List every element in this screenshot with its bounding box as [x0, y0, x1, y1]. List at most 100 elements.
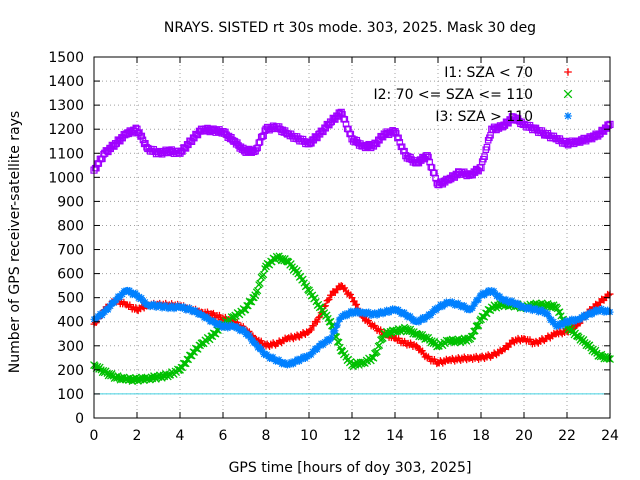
x-axis-label: GPS time [hours of doy 303, 2025]: [229, 460, 472, 476]
series-2-point: [305, 351, 313, 359]
series-2-fill-mark: [582, 314, 590, 321]
x-tick-label: 12: [343, 428, 361, 444]
series-2-fill-mark: [269, 353, 277, 361]
y-tick-label: 0: [75, 411, 84, 427]
series-2-fill-mark: [326, 337, 333, 345]
series-1-point: [154, 373, 163, 382]
series-3-point: [595, 130, 603, 138]
series-3-point: [240, 147, 249, 155]
series-2-fill-mark: [469, 305, 476, 312]
series-1-point: [455, 337, 464, 345]
series-3-point: [154, 149, 163, 157]
series-2-fill-mark: [388, 308, 395, 315]
series-2-point: [273, 356, 281, 364]
series-1-point: [272, 252, 281, 261]
series-0-point: [370, 323, 377, 331]
series-0-fill-mark: [419, 347, 426, 354]
series-0-point: [284, 335, 291, 343]
series-3-point: [391, 128, 399, 136]
y-tick-label: 1300: [48, 98, 84, 114]
series-0-point: [595, 298, 603, 306]
legend-label-0: I1: SZA < 70: [444, 65, 533, 81]
series-3-point: [574, 137, 582, 145]
y-tick-label: 1500: [48, 50, 84, 66]
x-tick-label: 16: [429, 428, 447, 444]
series-1-point: [294, 269, 303, 278]
series-2-fill-mark: [334, 321, 341, 329]
series-2-fill-mark: [502, 295, 510, 303]
series-0-point: [520, 335, 528, 343]
series-3-fill-mark: [401, 147, 408, 155]
series-2: [90, 286, 614, 369]
legend-label-1: I2: 70 <= SZA <= 110: [373, 87, 533, 103]
series-2-fill-mark: [376, 310, 383, 318]
series-0-point: [337, 282, 345, 290]
series-1-point: [229, 312, 238, 321]
series-2-fill-mark: [594, 308, 602, 316]
series-2-fill-mark: [105, 306, 112, 314]
series-2-point: [434, 303, 442, 311]
series-2-fill-mark: [379, 310, 387, 318]
series-3-fill-mark: [481, 153, 488, 160]
series-2-fill-mark: [373, 312, 381, 319]
series-2-fill-mark: [161, 304, 168, 311]
series-2-fill-mark: [449, 298, 456, 305]
series-1-point: [466, 334, 475, 343]
x-tick-label: 8: [262, 428, 271, 444]
series-2-fill-mark: [365, 308, 372, 315]
series-0-fill-mark: [322, 302, 329, 309]
series-0-fill-mark: [314, 318, 321, 326]
series-3-fill-mark: [347, 130, 355, 138]
series-2-fill-mark: [401, 308, 408, 316]
series-0-point: [294, 332, 302, 340]
series-1-point: [283, 257, 292, 266]
series-2-fill-mark: [139, 297, 147, 304]
series-2-fill-mark: [408, 315, 415, 322]
series-3-point: [488, 125, 496, 133]
y-tick-label: 1400: [48, 74, 84, 90]
series-2-fill-mark: [332, 327, 339, 334]
series-2-fill-mark: [149, 303, 156, 310]
series-2-point: [101, 308, 109, 316]
series-1-fill-mark: [248, 298, 256, 306]
series-2-fill-mark: [404, 312, 412, 319]
series-2-point: [155, 302, 162, 310]
series-3-point: [466, 171, 474, 179]
series-2-fill-mark: [142, 298, 149, 306]
series-2-point: [198, 311, 205, 319]
series-1-point: [100, 368, 109, 377]
series-2-fill-mark: [111, 300, 118, 307]
series-0-point: [327, 291, 334, 299]
series-2-fill-mark: [567, 318, 574, 326]
legend-marker-0: [564, 68, 572, 76]
series-1-point: [165, 370, 174, 379]
series-1-point: [133, 375, 141, 384]
series-1-point: [208, 332, 217, 341]
series-2-fill-mark: [136, 293, 143, 300]
chart-title: NRAYS. SISTED rt 30s mode. 303, 2025. Ma…: [164, 20, 536, 36]
series-1-fill-mark: [375, 341, 384, 350]
series-0-point: [499, 347, 506, 355]
series-3-fill-mark: [341, 116, 349, 123]
series-2-point: [542, 308, 549, 316]
series-2-fill-mark: [514, 299, 522, 307]
series-2-point: [176, 303, 184, 311]
series-0-point: [488, 351, 496, 359]
legend-label-2: I3: SZA > 110: [435, 109, 533, 125]
series-1-fill-mark: [182, 359, 190, 368]
y-axis-label: Number of GPS receiver-satellite rays: [7, 111, 23, 373]
axes: 0100200300400500600700800900100011001200…: [48, 50, 619, 444]
series-2-point: [262, 351, 270, 359]
series-1-point: [434, 341, 442, 350]
series-3-point: [133, 125, 141, 133]
series-0-fill-mark: [310, 322, 317, 330]
series-2-fill-mark: [261, 349, 269, 357]
series-0-point: [391, 335, 399, 343]
series-2-fill-mark: [275, 356, 283, 363]
series-1-point: [380, 329, 389, 338]
series-1-point: [305, 286, 313, 295]
series-2-fill-mark: [461, 302, 468, 309]
series-1-point: [186, 351, 195, 360]
series-2-point: [488, 286, 496, 294]
series-1-point: [358, 358, 367, 367]
